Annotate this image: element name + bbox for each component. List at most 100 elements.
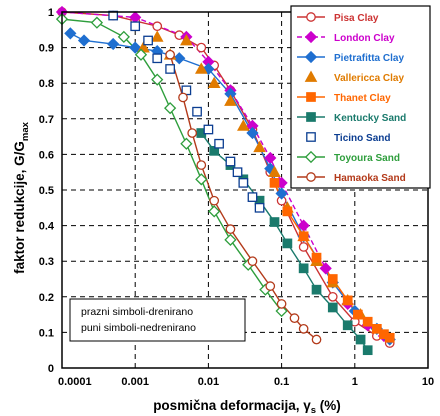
series-line [61, 11, 391, 344]
data-point [152, 21, 163, 32]
data-point [269, 217, 280, 227]
data-point [342, 295, 353, 306]
annotation-drained: prazni simboli-drenirano [81, 306, 193, 318]
data-point [298, 263, 309, 274]
x-axis-title-main: posmična deformacija, γ [153, 398, 311, 413]
data-point [237, 119, 250, 131]
legend-entry: Pisa Clay [297, 12, 379, 24]
data-point [165, 49, 175, 60]
legend-label: Ticino Sand [334, 133, 391, 144]
data-point [275, 304, 288, 318]
data-point [180, 137, 193, 150]
legend-marker [304, 150, 318, 164]
legend-entry: Toyoura Sand [297, 150, 400, 164]
y-tick-label: 0.3 [39, 256, 54, 268]
data-point [265, 281, 276, 291]
series-points [165, 49, 322, 345]
data-point [178, 92, 188, 103]
legend-entry: Thanet Clay [297, 92, 391, 104]
y-tick-label: 1 [48, 7, 54, 19]
data-point [254, 202, 265, 213]
x-tick-label: 1 [352, 376, 358, 388]
data-point [195, 62, 208, 74]
data-point [362, 316, 373, 327]
data-point [130, 21, 141, 32]
y-tick-label: 0.8 [39, 78, 54, 90]
data-point [134, 48, 148, 61]
data-point [253, 140, 266, 153]
series-points [108, 10, 265, 213]
data-point [298, 323, 309, 334]
y-tick-label: 0.4 [39, 221, 55, 233]
data-point [225, 224, 236, 235]
legend-marker [304, 50, 318, 64]
data-point [225, 156, 236, 167]
data-point [209, 145, 220, 156]
data-point [298, 242, 309, 252]
y-tick-label: 0.2 [39, 292, 54, 304]
data-point [151, 73, 164, 86]
series-markers [55, 5, 396, 356]
data-point [214, 138, 224, 149]
data-point [209, 195, 220, 206]
y-tick-label: 0.1 [39, 327, 54, 339]
data-point [311, 252, 322, 263]
data-point [208, 205, 221, 218]
series-points [269, 178, 395, 343]
annotation-frame [69, 298, 246, 342]
legend-label: Hamaoka Sand [334, 173, 406, 184]
data-point [275, 187, 288, 200]
y-tick-label: 0.9 [39, 43, 54, 55]
data-point [150, 30, 164, 42]
data-point [143, 35, 153, 46]
legend-label: Vallericca Clay [334, 73, 404, 84]
x-tick-label: 0.01 [198, 376, 219, 388]
y-tick-label: 0 [48, 363, 54, 375]
x-tick-label: 0.1 [274, 376, 289, 388]
legend-entry: London Clay [297, 30, 395, 44]
data-point [192, 106, 202, 117]
data-point [269, 178, 280, 188]
legend: Pisa Clay London Clay Pietrafitta Clay Vall… [290, 5, 431, 189]
legend-marker [306, 172, 316, 182]
data-point [173, 52, 186, 65]
legend-marker [306, 112, 316, 122]
data-point [107, 37, 120, 51]
data-point [371, 323, 382, 334]
data-point [224, 233, 237, 246]
data-point [224, 94, 237, 106]
legend-entry: Ticino Sand [306, 132, 391, 144]
data-point [276, 299, 287, 309]
data-point [196, 160, 207, 170]
data-point [90, 16, 104, 29]
data-point [327, 291, 338, 302]
data-point [129, 41, 142, 54]
legend-label: Kentucky Sand [334, 113, 406, 124]
x-tick-label: 0.0001 [58, 376, 92, 388]
legend-marker [304, 30, 318, 44]
x-tick-label: 10 [422, 376, 434, 388]
legend-entry: Pietrafitta Clay [297, 50, 404, 64]
plot-frame [61, 11, 429, 369]
legend-marker [306, 92, 316, 102]
data-point [207, 76, 221, 89]
data-point [342, 320, 353, 331]
data-point [164, 102, 177, 115]
annotation-box: prazni simboli-drenirano puni simboli-ne… [69, 298, 246, 342]
legend-label: Pietrafitta Clay [334, 53, 404, 64]
data-point [247, 256, 258, 267]
data-point [77, 34, 91, 47]
data-point [152, 53, 163, 64]
x-tick-label: 0.001 [121, 376, 149, 388]
data-point [355, 334, 366, 345]
legend-label: Thanet Clay [334, 93, 391, 104]
data-point [268, 165, 281, 178]
annotation-undrained: puni simboli-nedrenirano [81, 322, 196, 334]
data-point [196, 42, 207, 53]
data-point [327, 274, 338, 284]
data-point [195, 173, 208, 186]
x-tick-labels: 0.0001 0.001 0.01 0.1 1 10 [58, 376, 434, 388]
legend-marker [306, 132, 316, 142]
legend-entry: Vallericca Clay [304, 70, 404, 84]
